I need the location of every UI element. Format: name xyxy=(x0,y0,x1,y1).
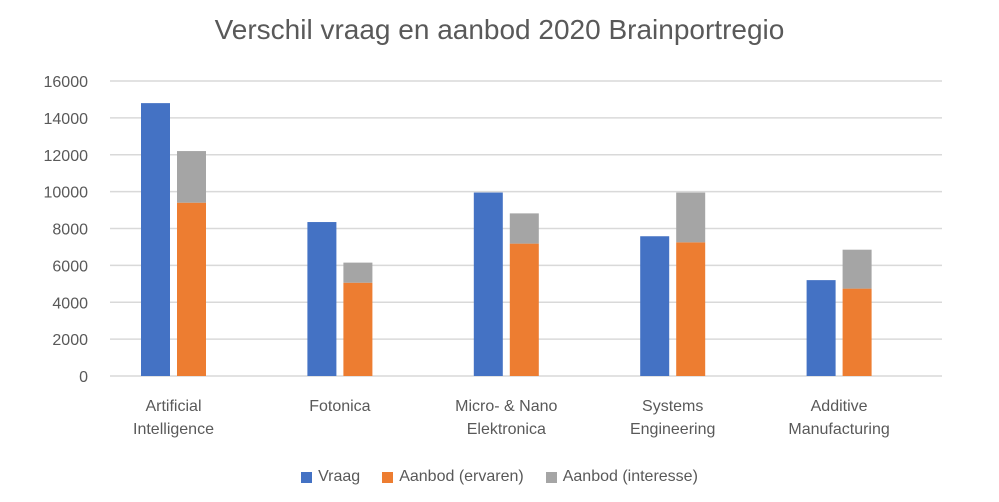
y-tick-label: 12000 xyxy=(44,148,89,165)
legend-item: Aanbod (ervaren) xyxy=(382,468,524,486)
y-tick-label: 6000 xyxy=(52,258,88,275)
y-tick-label: 0 xyxy=(79,369,88,386)
y-tick-label: 4000 xyxy=(52,295,88,312)
bar-vraag xyxy=(307,222,337,376)
bar-aanbod-ervaren xyxy=(177,202,206,376)
legend: Vraag Aanbod (ervaren) Aanbod (interesse) xyxy=(0,468,999,486)
y-tick-label: 16000 xyxy=(44,74,89,91)
bar-aanbod-interesse xyxy=(177,151,206,203)
x-tick-label: Micro- & Nano xyxy=(455,398,557,415)
x-tick-label: Fotonica xyxy=(309,398,370,415)
bar-vraag xyxy=(640,236,670,376)
x-tick-label: Systems xyxy=(642,398,703,415)
x-tick-label: Elektronica xyxy=(467,421,546,438)
bar-vraag xyxy=(806,280,836,376)
chart-title: Verschil vraag en aanbod 2020 Brainportr… xyxy=(214,14,785,45)
legend-label: Aanbod (interesse) xyxy=(562,468,698,485)
bar-aanbod-interesse xyxy=(343,262,373,283)
legend-label: Vraag xyxy=(318,468,361,485)
bar-aanbod-interesse xyxy=(509,213,539,244)
x-tick-label: Additive xyxy=(811,398,868,415)
bar-aanbod-ervaren xyxy=(842,288,872,376)
x-tick-label: Artificial xyxy=(145,398,201,415)
bar-aanbod-ervaren xyxy=(343,282,373,376)
y-tick-label: 14000 xyxy=(44,111,89,128)
y-tick-label: 8000 xyxy=(52,222,88,239)
bar-vraag xyxy=(473,192,503,376)
bar-aanbod-interesse xyxy=(842,249,872,289)
legend-item: Aanbod (interesse) xyxy=(545,468,698,486)
x-tick-label: Intelligence xyxy=(133,421,214,438)
legend-item: Vraag xyxy=(301,468,360,486)
legend-swatch xyxy=(301,471,313,483)
bar-aanbod-interesse xyxy=(676,192,706,243)
legend-swatch xyxy=(545,471,557,483)
x-tick-label: Manufacturing xyxy=(788,421,889,438)
bar-vraag xyxy=(141,103,170,376)
y-tick-label: 2000 xyxy=(52,332,88,349)
bar-aanbod-ervaren xyxy=(676,242,706,376)
x-tick-label: Engineering xyxy=(630,421,715,438)
y-tick-label: 10000 xyxy=(44,185,89,202)
bar-aanbod-ervaren xyxy=(509,243,539,376)
legend-label: Aanbod (ervaren) xyxy=(399,468,524,485)
legend-swatch xyxy=(382,471,394,483)
